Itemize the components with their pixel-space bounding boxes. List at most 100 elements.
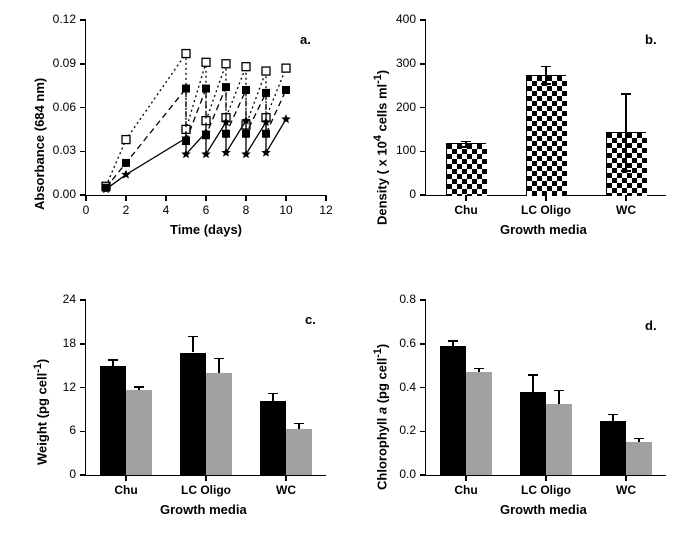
y-tick-label: 0.4	[376, 380, 416, 394]
bar	[526, 75, 566, 195]
y-tick	[420, 387, 426, 389]
bar	[520, 392, 546, 475]
y-tick	[80, 151, 86, 153]
x-tick	[465, 195, 467, 201]
y-tick	[420, 343, 426, 345]
bar	[626, 442, 652, 475]
bar	[126, 390, 152, 475]
y-tick	[80, 343, 86, 345]
y-tick	[420, 431, 426, 433]
x-tick	[625, 475, 627, 481]
panel-a: Absorbance (684 nm) 0.000.030.060.090.12…	[20, 10, 340, 250]
x-tick-label: LC Oligo	[511, 483, 581, 497]
bar	[600, 421, 626, 475]
y-tick	[80, 474, 86, 476]
panel-b: Density ( x 104 cells ml-1) 010020030040…	[360, 10, 680, 250]
marker-filled-square	[202, 85, 210, 93]
y-tick-label: 0.12	[26, 12, 76, 26]
panel-c: Weight (pg cell-1) 06121824ChuLC OligoWC…	[20, 290, 340, 530]
error-cap	[134, 386, 144, 388]
panel-b-plot: 0100200300400ChuLC OligoWC	[425, 20, 666, 196]
bar	[100, 366, 126, 475]
panel-c-xlabel: Growth media	[160, 502, 247, 517]
error-cap	[461, 141, 471, 143]
x-tick-label: 2	[116, 203, 136, 217]
marker-filled-square	[122, 159, 130, 167]
error-bar	[192, 336, 194, 353]
marker-filled-square	[262, 89, 270, 97]
panel-c-plot: 06121824ChuLC OligoWC	[85, 300, 326, 476]
x-tick-label: 0	[76, 203, 96, 217]
x-tick	[245, 195, 247, 201]
x-tick-label: LC Oligo	[171, 483, 241, 497]
error-bar	[218, 358, 220, 373]
x-tick-label: 10	[276, 203, 296, 217]
marker-filled-square	[222, 83, 230, 91]
y-tick-label: 0	[376, 187, 416, 201]
error-cap	[214, 358, 224, 360]
error-bar	[625, 93, 627, 170]
panel-a-xlabel: Time (days)	[170, 222, 242, 237]
y-tick	[80, 63, 86, 65]
y-tick-label: 6	[36, 423, 76, 437]
error-cap	[474, 368, 484, 370]
y-tick	[420, 19, 426, 21]
y-tick	[80, 387, 86, 389]
error-cap	[541, 66, 551, 68]
panel-b-xlabel: Growth media	[500, 222, 587, 237]
panel-a-label: a.	[300, 32, 311, 47]
x-tick-label: 4	[156, 203, 176, 217]
marker-open-square	[122, 136, 130, 144]
error-cap	[448, 340, 458, 342]
figure: Absorbance (684 nm) 0.000.030.060.090.12…	[0, 0, 696, 560]
y-tick-label: 12	[36, 380, 76, 394]
x-tick-label: Chu	[431, 483, 501, 497]
marker-filled-square	[282, 86, 290, 94]
y-tick	[420, 194, 426, 196]
error-cap	[634, 438, 644, 440]
x-tick	[465, 475, 467, 481]
marker-star	[261, 148, 271, 157]
error-bar	[532, 374, 534, 392]
error-cap	[541, 83, 551, 85]
y-tick	[420, 63, 426, 65]
x-tick	[285, 195, 287, 201]
y-tick-label: 18	[36, 336, 76, 350]
bar	[466, 372, 492, 475]
panel-c-label: c.	[305, 312, 316, 327]
error-bar	[545, 66, 547, 84]
x-tick-label: LC Oligo	[511, 203, 581, 217]
y-tick	[420, 107, 426, 109]
y-tick-label: 300	[376, 56, 416, 70]
y-tick-label: 0.06	[26, 100, 76, 114]
error-cap	[621, 170, 631, 172]
error-cap	[621, 93, 631, 95]
y-tick-label: 400	[376, 12, 416, 26]
marker-open-square	[222, 60, 230, 68]
y-tick-label: 0.8	[376, 292, 416, 306]
x-tick	[545, 475, 547, 481]
panel-a-plot: 0.000.030.060.090.12024681012	[85, 20, 326, 196]
y-tick	[420, 474, 426, 476]
error-cap	[461, 146, 471, 148]
x-tick	[285, 475, 287, 481]
x-tick	[125, 195, 127, 201]
error-cap	[188, 336, 198, 338]
y-tick-label: 0.00	[26, 187, 76, 201]
marker-filled-square	[182, 85, 190, 93]
y-tick-label: 0.2	[376, 423, 416, 437]
x-tick	[205, 195, 207, 201]
bar	[440, 346, 466, 475]
y-tick-label: 0.09	[26, 56, 76, 70]
panel-d-label: d.	[645, 318, 657, 333]
marker-filled-square	[242, 86, 250, 94]
x-tick	[325, 195, 327, 201]
x-tick-label: Chu	[431, 203, 501, 217]
error-cap	[268, 393, 278, 395]
x-tick	[205, 475, 207, 481]
bar	[260, 401, 286, 475]
x-tick-label: WC	[591, 483, 661, 497]
panel-d: Chlorophyll a (pg cell-1) 0.00.20.40.60.…	[360, 290, 680, 530]
x-tick-label: 8	[236, 203, 256, 217]
y-tick-label: 200	[376, 100, 416, 114]
